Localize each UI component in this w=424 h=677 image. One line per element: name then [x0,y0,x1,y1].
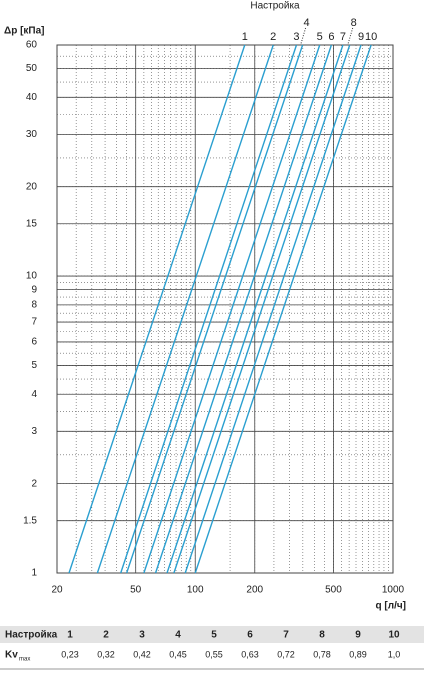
label-pointer [300,27,307,46]
y-tick-label: 7 [31,317,37,328]
table-cell: 0,89 [349,649,367,659]
table-header-cell: 8 [319,630,325,641]
plot-frame [56,44,394,574]
table-header-cell: 6 [247,630,253,641]
table-header-cell: Настройка [5,630,58,641]
label-pointer [347,27,354,46]
table-cell: 0,23 [61,649,79,659]
x-axis-label: q [л/ч] [376,601,406,612]
y-tick-label: 1 [31,568,37,579]
table-row-label-sub: max [19,657,30,663]
table-header-cell: 9 [355,630,361,641]
y-tick-label: 60 [26,40,38,51]
x-tick-label: 20 [51,585,63,596]
series-label: 5 [317,31,323,43]
series-label: 1 [242,31,248,43]
series-label: 10 [365,31,377,43]
y-tick-label: 4 [31,389,37,400]
table-header-cell: 2 [103,630,109,641]
y-tick-label: 10 [26,271,38,282]
table-cell: 1,0 [388,649,401,659]
series-line [184,44,362,574]
table-header-cell: 7 [283,630,289,641]
y-tick-label: 1.5 [23,515,37,526]
series-line [68,44,246,574]
series-line [125,44,304,574]
table-cell: 0,78 [313,649,331,659]
series-label: 6 [328,31,334,43]
y-tick-label: 30 [26,129,38,140]
y-tick-label: 3 [31,426,37,437]
y-tick-label: 6 [31,337,37,348]
x-tick-label: 1000 [382,585,405,596]
table-cell: 0,45 [169,649,187,659]
y-tick-label: 15 [26,218,38,229]
y-tick-label: 50 [26,63,38,74]
series-label: 3 [293,31,299,43]
table-row-label: Kv [5,650,18,661]
y-axis-label: Δp [кПа] [4,26,45,37]
y-tick-label: 40 [26,92,38,103]
table-cell: 0,63 [241,649,259,659]
y-tick-label: 20 [26,181,38,192]
x-tick-label: 200 [246,585,263,596]
series-label: 9 [358,31,364,43]
series-line [120,44,298,574]
table-cell: 0,55 [205,649,223,659]
table-header-bg [0,626,424,643]
table-header-cell: 1 [67,630,73,641]
series-line [166,44,344,574]
y-tick-label: 9 [31,284,37,295]
table-header-cell: 10 [388,630,400,641]
table-cell: 0,42 [133,649,151,659]
x-tick-label: 100 [187,585,204,596]
table-header-cell: 3 [139,630,145,641]
series-line [173,44,351,574]
series-line [143,44,321,574]
table-header-cell: 4 [175,630,181,641]
table-header-cell: 5 [211,630,217,641]
x-tick-label: 50 [130,585,142,596]
y-tick-label: 5 [31,360,37,371]
series-label: 8 [351,17,357,29]
chart-title: Настройка [250,1,300,12]
y-tick-label: 8 [31,299,37,310]
series-label: 2 [270,31,276,43]
series-line [194,44,372,574]
series-label: 7 [340,31,346,43]
y-tick-label: 2 [31,478,37,489]
table-cell: 0,72 [277,649,295,659]
x-tick-label: 500 [325,585,342,596]
series-label: 4 [304,17,310,29]
series-line [96,44,274,574]
series-line [154,44,333,574]
table-cell: 0,32 [97,649,115,659]
